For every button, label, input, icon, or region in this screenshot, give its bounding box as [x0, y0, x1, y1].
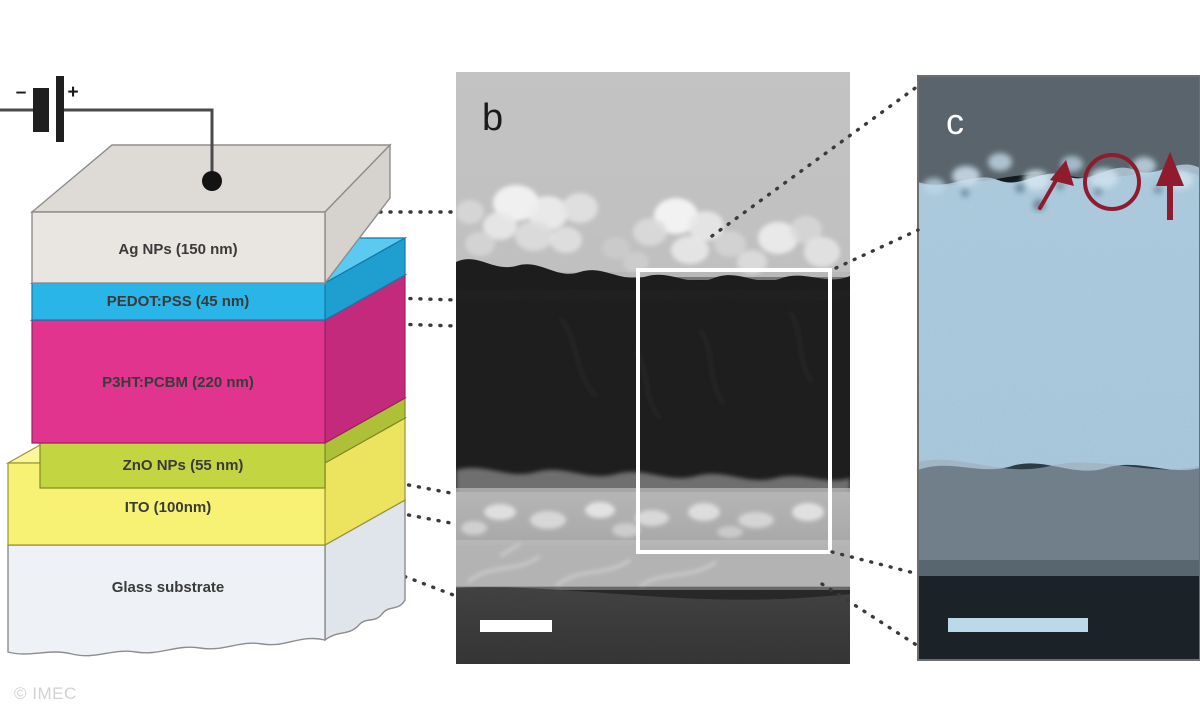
layer-glass-substrate: Glass substrate	[7, 498, 406, 657]
battery-positive-plate	[56, 76, 64, 142]
battery-positive-sign: +	[67, 82, 78, 103]
label-ag-nps: Ag NPs (150 nm)	[118, 241, 237, 258]
panel-b-roi-box	[636, 268, 832, 554]
label-p3ht-pcbm: P3HT:PCBM (220 nm)	[102, 374, 254, 391]
label-glass-substrate: Glass substrate	[112, 579, 225, 596]
panel-c-annotation-group	[1038, 152, 1184, 220]
panel-b-letter: b	[482, 97, 503, 139]
battery-negative-plate	[33, 88, 49, 132]
panel-c-border	[917, 75, 1200, 661]
ito-grain-bright	[461, 502, 824, 538]
label-zno-nps: ZnO NPs (55 nm)	[123, 457, 244, 474]
panel-c-scale-bar	[948, 618, 1088, 632]
external-circuit: – +	[0, 76, 222, 191]
battery-negative-sign: –	[16, 82, 27, 103]
panel-c-letter: c	[946, 101, 964, 142]
top-electrode-contact	[202, 171, 222, 191]
circuit-wire	[64, 108, 214, 180]
panel-c-annotation-circle	[1083, 153, 1141, 211]
ag-nanoparticle-clusters	[456, 185, 840, 274]
substrate-fracture-lines	[467, 543, 717, 587]
label-ito: ITO (100nm)	[125, 499, 211, 516]
dotted-leader-lines-b-to-c	[710, 84, 920, 648]
label-pedot-pss: PEDOT:PSS (45 nm)	[107, 293, 250, 310]
copyright-notice: © IMEC	[14, 684, 77, 703]
panel-b-scale-bar	[480, 620, 552, 632]
